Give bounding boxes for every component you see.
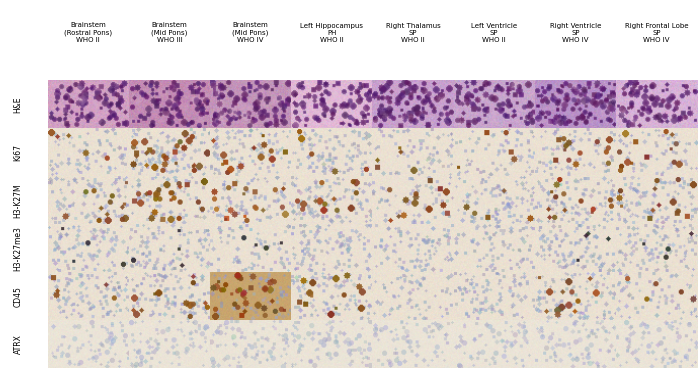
Text: H&E: H&E	[13, 96, 22, 113]
Text: Right Thalamus
SP
WHO II: Right Thalamus SP WHO II	[386, 23, 440, 43]
Text: CD45: CD45	[13, 286, 22, 307]
Text: ATRX: ATRX	[13, 334, 22, 354]
Text: Left Ventricle
SP
WHO II: Left Ventricle SP WHO II	[471, 23, 517, 43]
Text: H3-K27me3: H3-K27me3	[13, 226, 22, 271]
Text: Brainstem
(Mid Pons)
WHO IV: Brainstem (Mid Pons) WHO IV	[232, 22, 269, 43]
Text: Ki67: Ki67	[13, 144, 22, 161]
Text: Right Ventricle
SP
WHO IV: Right Ventricle SP WHO IV	[550, 23, 601, 43]
Text: Right Frontal Lobe
SP
WHO IV: Right Frontal Lobe SP WHO IV	[625, 23, 688, 43]
Text: Brainstem
(Rostral Pons)
WHO II: Brainstem (Rostral Pons) WHO II	[64, 22, 112, 43]
Text: Left Hippocampus
PH
WHO II: Left Hippocampus PH WHO II	[300, 23, 363, 43]
Text: Brainstem
(Mid Pons)
WHO III: Brainstem (Mid Pons) WHO III	[151, 22, 188, 43]
Text: H3-K27M: H3-K27M	[13, 183, 22, 218]
